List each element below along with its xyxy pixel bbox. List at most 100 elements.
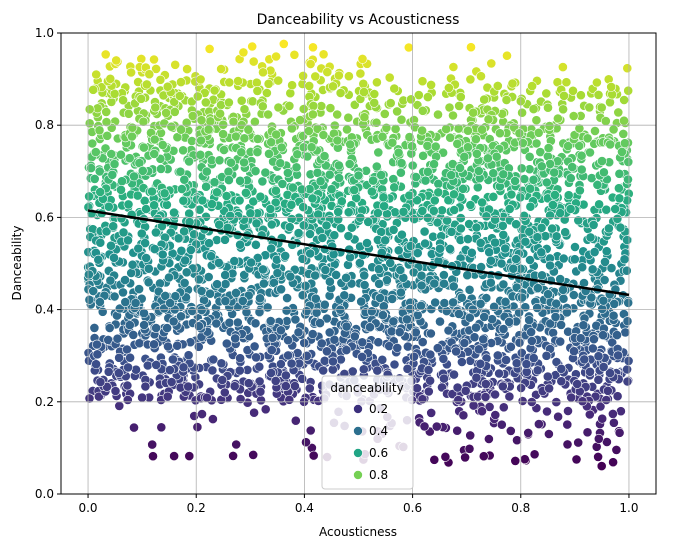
scatter-point (576, 90, 586, 101)
scatter-point (497, 220, 508, 231)
scatter-point (290, 415, 301, 426)
scatter-point (543, 143, 554, 153)
scatter-point (252, 133, 263, 144)
scatter-point (334, 173, 344, 183)
scatter-point (127, 122, 138, 133)
scatter-point (417, 337, 428, 347)
scatter-point (600, 116, 611, 126)
scatter-point (475, 237, 486, 248)
scatter-point (469, 332, 480, 343)
scatter-point (307, 193, 318, 204)
scatter-point (343, 231, 354, 241)
scatter-point (406, 94, 416, 105)
scatter-point (206, 199, 217, 209)
scatter-point (505, 341, 516, 352)
scatter-point (429, 159, 439, 169)
scatter-point (305, 229, 315, 239)
scatter-point (255, 293, 265, 304)
points-layer (83, 39, 634, 471)
scatter-point (285, 88, 296, 99)
scatter-point (223, 175, 234, 185)
scatter-point (601, 246, 612, 257)
scatter-point (417, 205, 428, 216)
scatter-point (623, 297, 634, 308)
scatter-point (548, 199, 558, 210)
legend-label: 0.2 (369, 402, 388, 416)
scatter-point (331, 269, 341, 280)
scatter-point (558, 284, 568, 295)
scatter-point (169, 107, 180, 117)
scatter-point (403, 42, 414, 53)
scatter-point (378, 301, 389, 312)
scatter-point (151, 323, 161, 333)
scatter-point (418, 150, 428, 161)
legend-entries: 0.2 0.4 0.6 0.8 (353, 402, 388, 482)
scatter-point (228, 116, 239, 127)
scatter-point (599, 275, 610, 285)
scatter-point (613, 107, 624, 118)
scatter-point (292, 149, 303, 160)
scatter-point (262, 302, 273, 313)
scatter-point (527, 336, 537, 346)
scatter-point (235, 394, 246, 404)
scatter-point (141, 79, 152, 90)
scatter-point (574, 140, 585, 151)
scatter-point (398, 206, 409, 217)
scatter-point (609, 298, 620, 309)
scatter-point (94, 391, 104, 402)
scatter-point (395, 265, 406, 275)
scatter-point (248, 56, 259, 67)
scatter-point (614, 193, 625, 204)
scatter-point (183, 350, 194, 361)
scatter-point (122, 344, 132, 355)
scatter-point (597, 413, 608, 424)
scatter-point (219, 387, 230, 398)
scatter-point (592, 77, 602, 88)
scatter-point (465, 74, 476, 85)
scatter-point (218, 119, 229, 130)
scatter-point (319, 355, 330, 366)
scatter-point (458, 410, 469, 421)
scatter-point (417, 105, 428, 116)
scatter-point (606, 82, 617, 92)
scatter-point (283, 335, 293, 346)
scatter-point (315, 318, 325, 328)
scatter-point (619, 115, 629, 126)
scatter-point (359, 270, 370, 281)
x-tick-label: 0.2 (187, 501, 206, 515)
scatter-point (362, 238, 372, 248)
scatter-point (321, 346, 332, 357)
scatter-point (275, 158, 286, 169)
scatter-point (270, 375, 281, 386)
trend-line (87, 209, 630, 297)
scatter-point (97, 306, 108, 317)
scatter-point (476, 71, 486, 82)
scatter-point (161, 199, 172, 210)
scatter-point (614, 168, 625, 179)
scatter-point (283, 350, 293, 361)
scatter-point (179, 277, 190, 288)
scatter-point (157, 249, 168, 260)
scatter-point (584, 102, 595, 113)
scatter-point (445, 243, 455, 254)
scatter-point (134, 284, 144, 294)
scatter-point (455, 92, 466, 102)
scatter-point (305, 425, 316, 436)
scatter-point (439, 373, 449, 384)
scatter-point (481, 211, 492, 222)
scatter-point (197, 409, 207, 419)
scatter-point (101, 117, 112, 127)
scatter-point (124, 153, 135, 164)
scatter-point (297, 290, 308, 301)
scatter-point (425, 328, 436, 339)
scatter-point (246, 257, 256, 268)
scatter-point (562, 439, 573, 450)
scatter-point (464, 312, 475, 323)
scatter-point (116, 149, 126, 160)
scatter-point (318, 49, 329, 60)
scatter-point (310, 293, 321, 304)
scatter-point (431, 421, 442, 432)
scatter-point (240, 187, 251, 198)
scatter-point (151, 359, 162, 370)
scatter-point (207, 414, 218, 424)
